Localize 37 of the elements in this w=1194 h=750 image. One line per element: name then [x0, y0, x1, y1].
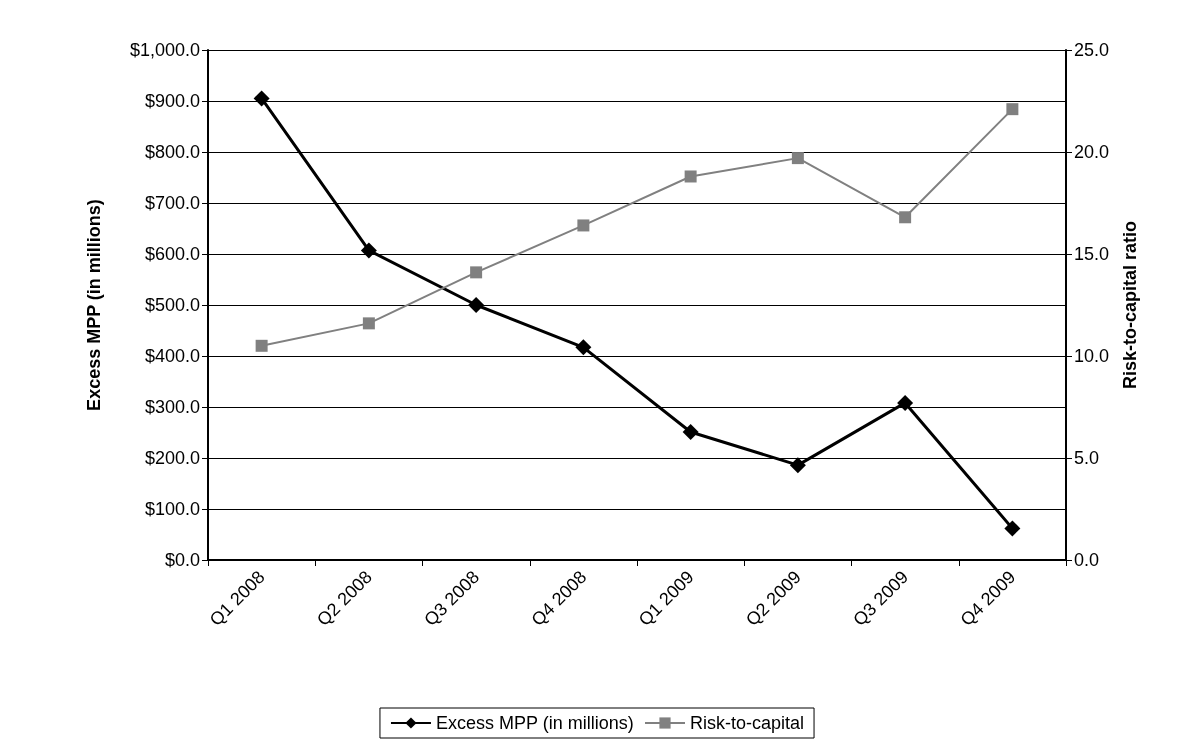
point [360, 242, 377, 259]
point [682, 423, 699, 440]
y2-tick-label: 25.0 [1074, 40, 1110, 60]
y2-axis-title: Risk-to-capital ratio [1120, 220, 1140, 390]
y2-tick-label: 10.0 [1074, 346, 1110, 366]
y-axis-title: Excess MPP (in millions) [84, 199, 104, 411]
y-tick-label: $1,000.0 [129, 40, 200, 60]
point [897, 394, 914, 411]
y-tick-label: $0.0 [164, 550, 200, 570]
y2-tick-label: 15.0 [1074, 244, 1110, 264]
y-tick-label: $400.0 [144, 346, 200, 366]
y-tick-label: $700.0 [144, 193, 200, 213]
point [789, 457, 806, 474]
y-tick-label: $800.0 [144, 142, 200, 162]
point [255, 339, 268, 352]
point [1006, 103, 1019, 116]
y-tick-label: $500.0 [144, 295, 200, 315]
point [791, 152, 804, 165]
point [899, 211, 912, 224]
legend-label: Risk-to-capital [690, 713, 805, 733]
point [575, 339, 592, 356]
y-tick-label: $200.0 [144, 448, 200, 468]
y-tick-label: $600.0 [144, 244, 200, 264]
point [1004, 520, 1021, 537]
y-tick-label: $300.0 [144, 397, 200, 417]
y-tick-label: $100.0 [144, 499, 200, 519]
point [577, 219, 590, 232]
y2-tick-label: 5.0 [1074, 448, 1100, 468]
y2-tick-label: 0.0 [1074, 550, 1100, 570]
legend-label: Excess MPP (in millions) [435, 713, 634, 733]
point [470, 266, 483, 279]
y2-tick-label: 20.0 [1074, 142, 1110, 162]
y-tick-label: $900.0 [144, 91, 200, 111]
point [684, 170, 697, 183]
point [362, 317, 375, 330]
point [468, 297, 485, 313]
point [253, 90, 270, 107]
